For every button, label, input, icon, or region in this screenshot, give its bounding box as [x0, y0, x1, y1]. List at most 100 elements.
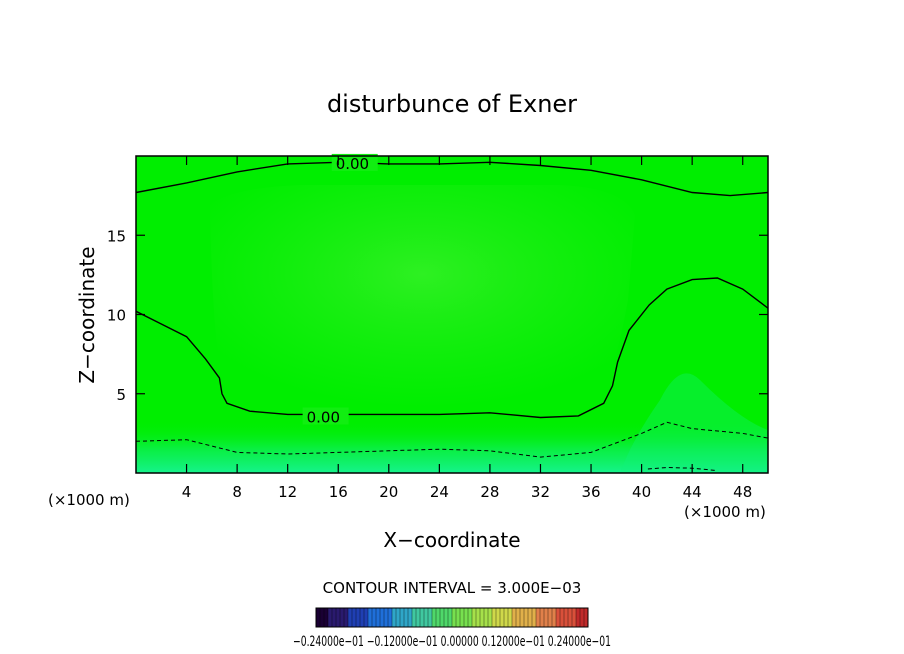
- contour-interval: CONTOUR INTERVAL = 3.000E−03: [323, 579, 582, 597]
- colorbar-cell-49: [512, 608, 517, 627]
- colorbar-cell-56: [540, 608, 545, 627]
- colorbar-frame: [315, 607, 589, 628]
- colorbar-cell-0: [316, 608, 321, 627]
- colorbar-cell-29: [432, 608, 437, 627]
- colorbar-cell-44: [492, 608, 497, 627]
- x-tick-label-4: 4: [182, 483, 192, 501]
- x-unit-left: (×1000 m): [48, 491, 130, 509]
- colorbar-cell-58: [548, 608, 553, 627]
- colorbar-cell-21: [400, 608, 405, 627]
- colorbar-cell-45: [496, 608, 501, 627]
- field-interior-region: [210, 185, 635, 408]
- colorbar-cell-26: [420, 608, 425, 627]
- colorbar-cell-57: [544, 608, 549, 627]
- colorbar-cell-46: [500, 608, 505, 627]
- colorbar-cell-39: [472, 608, 477, 627]
- colorbar-cell-66: [580, 608, 585, 627]
- colorbar-cell-2: [324, 608, 329, 627]
- x-tick-label-12: 12: [278, 483, 297, 501]
- colorbar-cell-7: [344, 608, 349, 627]
- colorbar-cell-34: [452, 608, 457, 627]
- x-unit-right: (×1000 m): [684, 503, 766, 521]
- colorbar-cell-38: [468, 608, 473, 627]
- plot-area: [136, 156, 768, 473]
- colorbar-cell-41: [480, 608, 485, 627]
- x-tick-label-32: 32: [531, 483, 550, 501]
- x-axis-label: X−coordinate: [383, 528, 520, 552]
- colorbar-cell-35: [456, 608, 461, 627]
- contour-labels: 0.00 0.00: [302, 153, 378, 427]
- colorbar-cell-47: [504, 608, 509, 627]
- colorbar-cell-13: [368, 608, 373, 627]
- colorbar-cell-17: [384, 608, 389, 627]
- contour-line-1: [136, 277, 768, 419]
- colorbar-cell-1: [320, 608, 325, 627]
- colorbar-cell-42: [484, 608, 489, 627]
- colorbar-cell-64: [572, 608, 577, 627]
- colorbar-cell-22: [404, 608, 409, 627]
- colorbar-cell-10: [356, 608, 361, 627]
- colorbar-cell-67: [584, 608, 589, 627]
- colorbar-cell-33: [448, 608, 453, 627]
- colorbar-cell-63: [568, 608, 573, 627]
- colorbar-cell-50: [516, 608, 521, 627]
- contour-line-0: [136, 161, 768, 197]
- colorbar-cell-14: [372, 608, 377, 627]
- colorbar-cell-3: [328, 608, 333, 627]
- colorbar-cell-25: [416, 608, 421, 627]
- x-tick-label-48: 48: [733, 483, 752, 501]
- colorbar-cell-60: [556, 608, 561, 627]
- x-tick-label-16: 16: [329, 483, 348, 501]
- colorbar-cell-62: [564, 608, 569, 627]
- colorbar-cell-55: [536, 608, 541, 627]
- colorbar-cell-51: [520, 608, 525, 627]
- field-bottom-right-region: [620, 373, 768, 473]
- colorbar-cell-48: [508, 608, 513, 627]
- colorbar-cell-24: [412, 608, 417, 627]
- colorbar-cell-4: [332, 608, 337, 627]
- colorbar-cell-59: [552, 608, 557, 627]
- colorbar-cell-61: [560, 608, 565, 627]
- colorbar-cell-27: [424, 608, 429, 627]
- colorbar-cell-16: [380, 608, 385, 627]
- colorbar-cell-5: [336, 608, 341, 627]
- colorbar-cell-20: [396, 608, 401, 627]
- colorbar-cell-11: [360, 608, 365, 627]
- contour-label-bg-1: [302, 407, 349, 425]
- contour-label-1: 0.00: [307, 409, 340, 427]
- colorbar-cell-31: [440, 608, 445, 627]
- contour-label-0: 0.00: [336, 155, 369, 173]
- colorbar-cell-30: [436, 608, 441, 627]
- y-tick-label-15: 15: [107, 227, 126, 245]
- colorbar-cell-54: [532, 608, 537, 627]
- contour-line-2: [136, 421, 768, 458]
- chart-title: disturbunce of Exner: [327, 90, 577, 118]
- contour-lines: [136, 161, 768, 472]
- colorbar-cell-43: [488, 608, 493, 627]
- field-bottom-region: [136, 420, 768, 473]
- x-tick-label-40: 40: [632, 483, 651, 501]
- colorbar-cell-9: [352, 608, 357, 627]
- x-tick-label-8: 8: [232, 483, 242, 501]
- colorbar-cell-19: [392, 608, 397, 627]
- colorbar-labels: −0.24000e−01 −0.12000e−01 0.00000 0.1200…: [293, 634, 611, 650]
- colorbar-cell-36: [460, 608, 465, 627]
- colorbar-cell-52: [524, 608, 529, 627]
- colorbar-cell-12: [364, 608, 369, 627]
- contour-label-bg-0: [331, 153, 378, 171]
- colorbar-cell-15: [376, 608, 381, 627]
- colorbar-cell-23: [408, 608, 413, 627]
- colorbar-cell-32: [444, 608, 449, 627]
- colorbar-cell-37: [464, 608, 469, 627]
- y-axis-label: Z−coordinate: [75, 246, 99, 383]
- y-tick-label-5: 5: [116, 386, 126, 404]
- colorbar-cell-6: [340, 608, 345, 627]
- x-tick-label-28: 28: [480, 483, 499, 501]
- colorbar-cell-65: [576, 608, 581, 627]
- colorbar: [315, 608, 589, 627]
- x-tick-label-44: 44: [683, 483, 702, 501]
- contour-line-3: [647, 466, 718, 472]
- x-tick-label-24: 24: [430, 483, 449, 501]
